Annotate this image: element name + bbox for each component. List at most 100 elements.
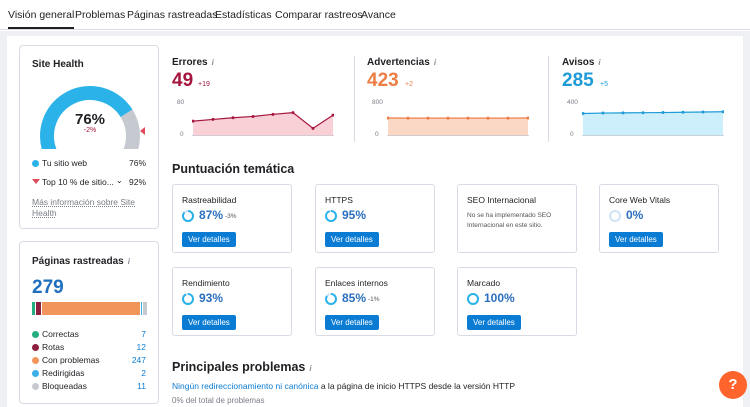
trend-point[interactable] <box>406 116 410 120</box>
metric-value[interactable]: 423 <box>367 70 399 91</box>
trend-point[interactable] <box>192 119 195 123</box>
metric-title: Advertencias i <box>367 57 436 68</box>
crawled-row-value[interactable]: 2 <box>141 368 146 378</box>
divider <box>354 56 355 142</box>
thematic-card-title: Core Web Vitals <box>609 195 671 205</box>
crawled-row-label: Correctas <box>42 329 79 339</box>
trend-point[interactable] <box>251 114 255 118</box>
divider <box>548 56 549 142</box>
trend-point[interactable] <box>466 116 470 120</box>
thematic-card-title: Marcado <box>467 278 501 288</box>
view-details-button[interactable]: Ver detalles <box>325 315 379 330</box>
crawled-row-label: Rotas <box>42 342 65 352</box>
trend-point[interactable] <box>661 111 665 115</box>
thematic-card-value: 0% <box>626 208 644 222</box>
legend-your-site-value: 76% <box>128 158 146 168</box>
thematic-card-value: 100% <box>484 291 515 305</box>
trend-point[interactable] <box>526 116 530 120</box>
trend-point[interactable] <box>291 111 295 115</box>
view-details-button[interactable]: Ver detalles <box>325 232 379 247</box>
your-site-dot-icon <box>32 160 39 167</box>
chevron-down-icon[interactable]: ⌄ <box>116 176 123 185</box>
score-ring-icon <box>182 210 194 222</box>
trend-point[interactable] <box>621 111 625 115</box>
trend-point[interactable] <box>426 116 430 120</box>
tab-estadisticas[interactable]: Estadísticas <box>215 9 272 21</box>
thematic-card-value: 87% <box>199 208 224 222</box>
thematic-card-value: 93% <box>199 291 224 305</box>
trend-point[interactable] <box>446 116 450 120</box>
tab-avance[interactable]: Avance <box>361 9 396 21</box>
thematic-card-value: 95% <box>342 208 367 222</box>
trend-point[interactable] <box>582 111 585 115</box>
trend-point[interactable] <box>271 112 275 116</box>
score-ring-icon <box>325 293 337 305</box>
trend-point[interactable] <box>641 111 645 115</box>
thematic-card-title: Rendimiento <box>182 278 230 288</box>
thematic-card: Rastreabilidad 87% -3% Ver detalles <box>172 184 292 253</box>
trend-point[interactable] <box>506 116 510 120</box>
trend-point[interactable] <box>681 110 685 114</box>
help-button[interactable]: ? <box>719 371 747 399</box>
tab-comparar-rastreos[interactable]: Comparar rastreos <box>275 9 363 21</box>
problem-text: a la página de inicio HTTPS desde la ver… <box>318 381 516 391</box>
info-icon[interactable]: i <box>433 58 437 67</box>
trend-point[interactable] <box>231 116 235 120</box>
problem-link[interactable]: Ningún redireccionamiento ni canónica <box>172 381 319 391</box>
crawled-pages-total[interactable]: 279 <box>32 277 64 298</box>
trend-point[interactable] <box>486 116 490 120</box>
bar-segment <box>142 302 147 315</box>
legend-top10[interactable]: Top 10 % de sitio... <box>42 177 114 187</box>
trend-chart <box>582 110 725 136</box>
status-dot-icon <box>32 370 39 377</box>
more-info-link[interactable]: Más información sobre Site Health <box>32 197 135 218</box>
trend-point[interactable] <box>387 116 390 120</box>
trend-point[interactable] <box>311 126 315 130</box>
thematic-card-delta: -3% <box>225 213 237 220</box>
score-ring-icon <box>609 210 621 222</box>
thematic-card-note: No se ha implementado SEO Internacional … <box>467 212 552 229</box>
trend-point[interactable] <box>211 117 215 121</box>
crawled-row-value[interactable]: 11 <box>137 381 146 391</box>
tab-paginas-rastreadas[interactable]: Páginas rastreadas <box>127 9 218 21</box>
tab-vision-general[interactable]: Visión general <box>8 9 75 29</box>
status-dot-icon <box>32 331 39 338</box>
info-icon[interactable]: i <box>211 58 214 67</box>
crawled-row-value[interactable]: 12 <box>136 342 146 352</box>
thematic-card: Rendimiento 93% Ver detalles <box>172 267 292 336</box>
status-dot-icon <box>32 344 39 351</box>
crawled-pages-title-text: Páginas rastreadas <box>32 256 124 267</box>
view-details-button[interactable]: Ver detalles <box>467 315 521 330</box>
bar-segment <box>32 302 35 315</box>
trend-line <box>192 112 334 130</box>
thematic-card-title: SEO Internacional <box>467 195 536 205</box>
crawled-row-value[interactable]: 247 <box>131 355 146 365</box>
score-ring-icon <box>325 210 337 222</box>
thematic-card: HTTPS 95% Ver detalles <box>315 184 435 253</box>
metric-title-text: Errores <box>172 57 208 68</box>
site-health-delta: -2% <box>83 127 97 134</box>
view-details-button[interactable]: Ver detalles <box>182 232 236 247</box>
thematic-card-value: 85% <box>342 291 367 305</box>
tab-problemas[interactable]: Problemas <box>75 9 126 21</box>
trend-point[interactable] <box>331 113 335 117</box>
trend-point[interactable] <box>601 111 605 115</box>
info-icon[interactable]: i <box>127 257 130 266</box>
view-details-button[interactable]: Ver detalles <box>609 232 663 247</box>
trend-chart <box>192 111 335 136</box>
metric-value[interactable]: 285 <box>562 70 594 91</box>
metric-value[interactable]: 49 <box>172 70 194 91</box>
trend-point[interactable] <box>721 110 725 114</box>
thematic-card: Marcado 100% Ver detalles <box>457 267 577 336</box>
trend-point[interactable] <box>701 110 705 114</box>
axis-min-label: 0 <box>570 131 574 138</box>
info-icon[interactable]: i <box>598 58 601 67</box>
crawled-row-value[interactable]: 7 <box>141 329 146 339</box>
status-dot-icon <box>32 383 39 390</box>
problems-title-text: Principales problemas <box>172 360 306 374</box>
thematic-card-delta: -1% <box>368 296 380 303</box>
view-details-button[interactable]: Ver detalles <box>182 315 236 330</box>
site-health-value: 76% <box>74 111 106 128</box>
info-icon[interactable]: i <box>309 364 312 373</box>
metric-delta: +5 <box>600 81 608 88</box>
